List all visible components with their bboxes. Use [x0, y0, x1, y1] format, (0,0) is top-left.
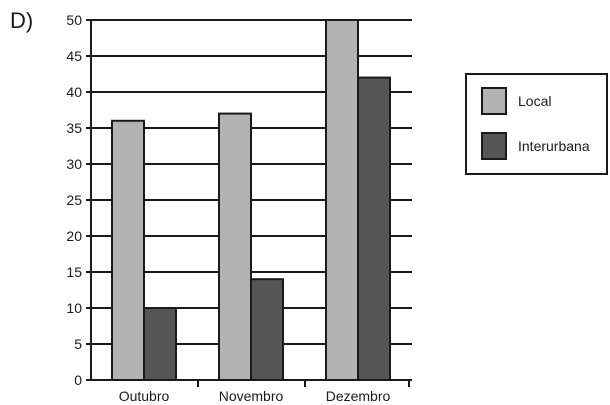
y-tick-label-50: 50 — [66, 12, 82, 28]
legend-label-interurbana: Interurbana — [518, 138, 590, 154]
bar-outubro-interurbana — [144, 308, 176, 380]
x-tick-label-dezembro: Dezembro — [326, 388, 391, 404]
bar-dezembro-interurbana — [358, 78, 390, 380]
legend: Local Interurbana — [466, 74, 607, 174]
y-tick-label-0: 0 — [74, 372, 82, 388]
y-tick-label-30: 30 — [66, 156, 82, 172]
y-tick-label-40: 40 — [66, 84, 82, 100]
y-tick-label-45: 45 — [66, 48, 82, 64]
y-tick-label-5: 5 — [74, 336, 82, 352]
y-tick-label-35: 35 — [66, 120, 82, 136]
y-tick-label-15: 15 — [66, 264, 82, 280]
bar-outubro-local — [112, 121, 144, 380]
bar-dezembro-local — [326, 20, 358, 380]
legend-label-local: Local — [518, 93, 551, 109]
y-tick-label-20: 20 — [66, 228, 82, 244]
y-tick-label-25: 25 — [66, 192, 82, 208]
bar-novembro-interurbana — [251, 279, 283, 380]
y-axis: 0 5 10 15 20 25 30 35 40 45 50 — [66, 12, 95, 388]
x-axis: Outubro Novembro Dezembro — [86, 380, 412, 404]
x-tick-label-novembro: Novembro — [219, 388, 284, 404]
bar-novembro-local — [219, 114, 251, 380]
legend-swatch-local — [482, 88, 506, 114]
y-tick-label-10: 10 — [66, 300, 82, 316]
x-tick-label-outubro: Outubro — [119, 388, 170, 404]
legend-swatch-interurbana — [482, 133, 506, 159]
